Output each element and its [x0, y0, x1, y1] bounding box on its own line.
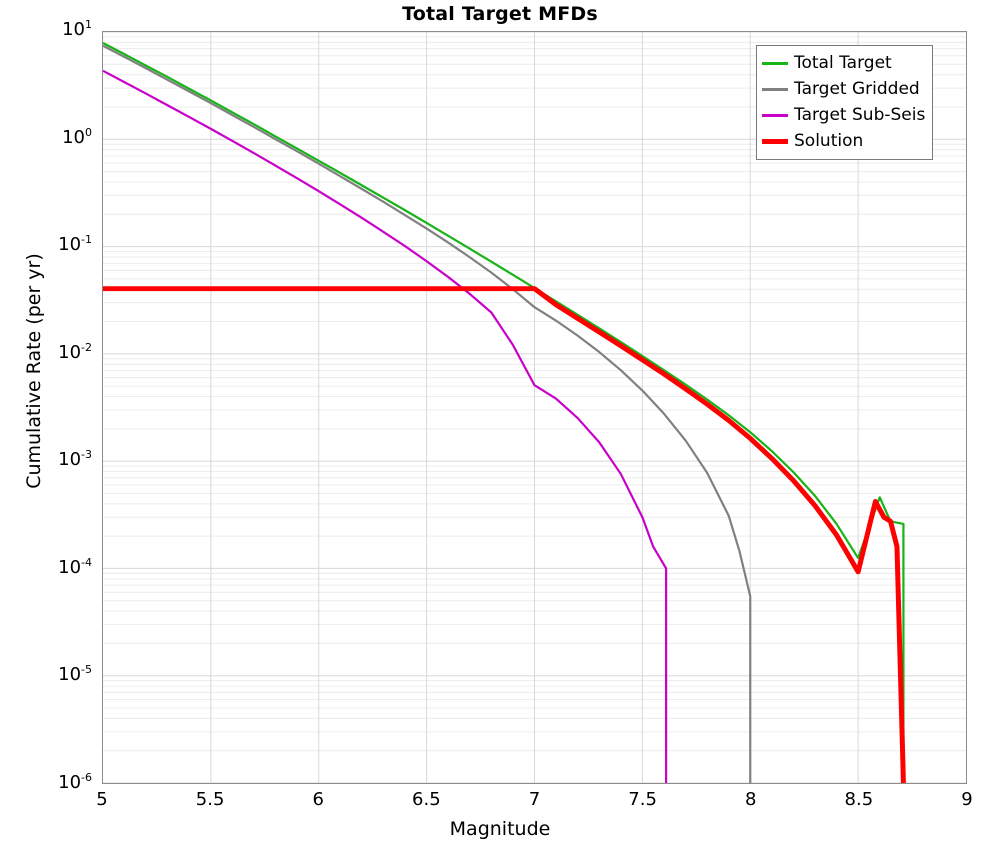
series-line-3: [103, 286, 906, 783]
legend-item: Solution: [762, 128, 925, 154]
legend-label: Total Target: [794, 53, 892, 73]
y-tick-label: 101: [62, 18, 92, 40]
x-tick-label: 7: [528, 789, 541, 810]
legend-swatch-icon: [762, 113, 788, 117]
x-tick-label: 6: [312, 789, 324, 810]
page-title: Total Target MFDs: [402, 3, 598, 25]
x-tick-label: 8.5: [844, 789, 874, 810]
x-tick-label: 7.5: [628, 789, 657, 810]
x-tick-label: 8: [745, 789, 757, 810]
legend-swatch-icon: [762, 61, 788, 65]
series-line-1: [103, 44, 752, 783]
y-tick-label: 10-4: [58, 555, 92, 578]
y-tick-label: 100: [62, 125, 92, 148]
y-tick-label: 10-1: [58, 233, 92, 256]
y-axis-label: Cumulative Rate (per yr): [23, 253, 45, 489]
x-axis-label: Magnitude: [449, 818, 551, 840]
legend-label: Solution: [794, 131, 864, 151]
legend-item: Target Gridded: [762, 76, 925, 102]
legend-label: Target Gridded: [794, 79, 920, 99]
legend: Total Target Target Gridded Target Sub-Sei…: [756, 45, 934, 160]
y-tick-label: 10-5: [58, 663, 92, 686]
legend-swatch-icon: [762, 138, 788, 144]
x-tick-label: 6.5: [412, 789, 441, 810]
y-tick-label: 10-6: [58, 771, 92, 793]
legend-item: Total Target: [762, 50, 925, 76]
y-tick-label: 10-2: [58, 340, 92, 363]
series-line-0: [103, 42, 905, 783]
legend-item: Target Sub-Seis: [762, 102, 925, 128]
y-axis-tick-labels: 101 100 10-1 10-2 10-3 10-4 10-5 10-6: [0, 0, 96, 850]
y-tick-label: 10-3: [58, 448, 92, 471]
x-tick-label: 5: [96, 789, 108, 810]
series-line-2: [103, 69, 668, 783]
legend-swatch-icon: [762, 87, 788, 91]
x-tick-label: 9: [961, 789, 973, 810]
x-tick-label: 5.5: [195, 789, 225, 810]
legend-label: Target Sub-Seis: [794, 105, 926, 125]
